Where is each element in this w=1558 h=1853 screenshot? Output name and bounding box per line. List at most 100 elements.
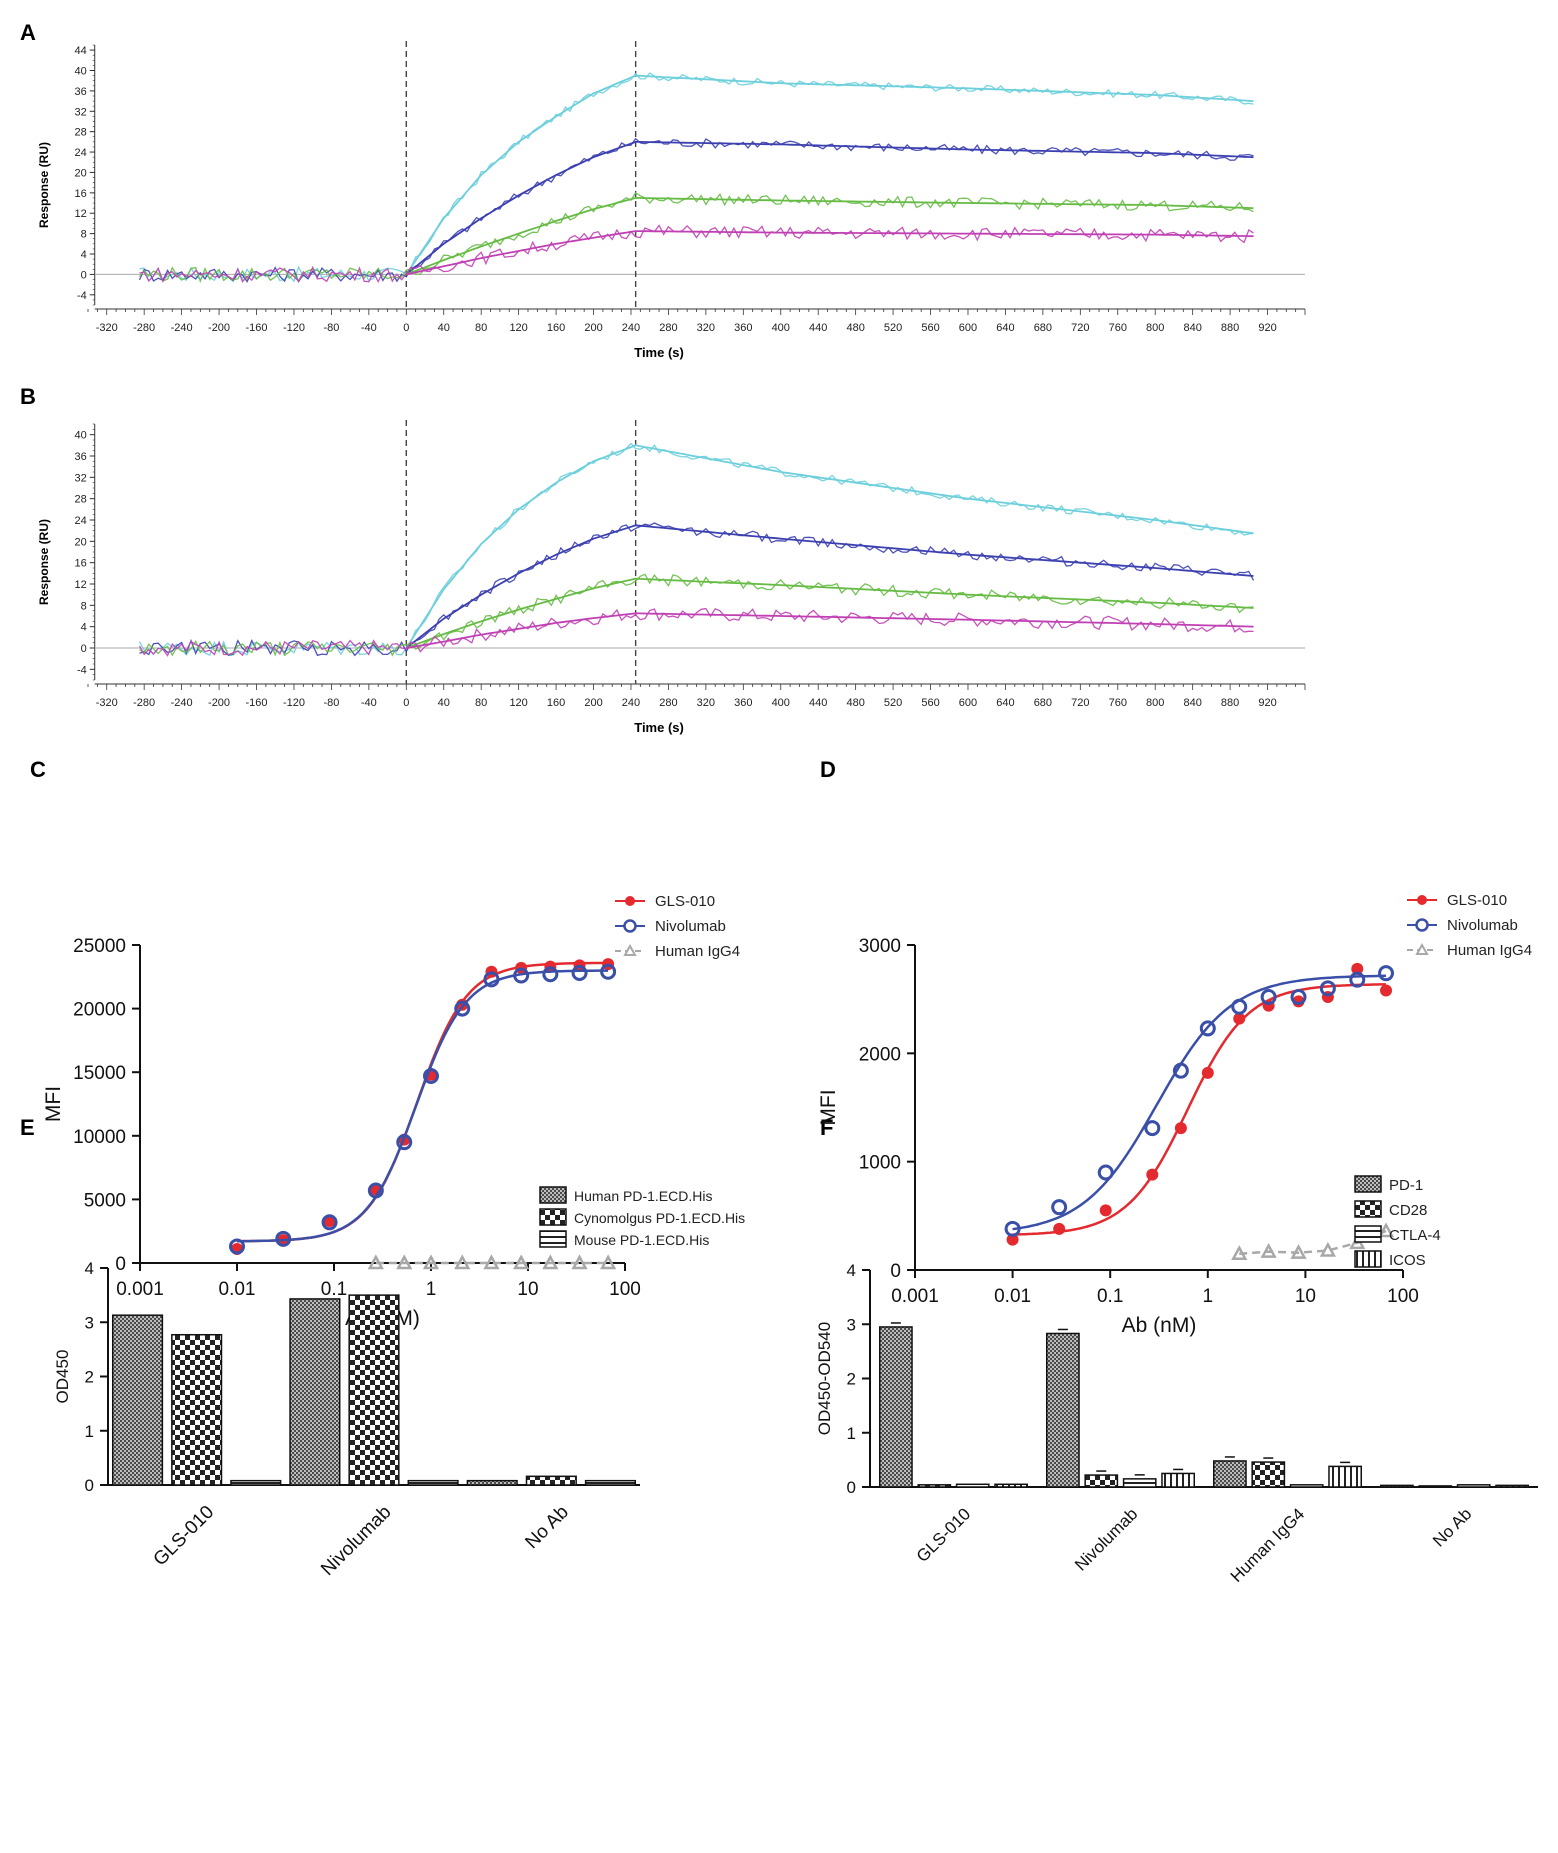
y-tick-label: 4 <box>81 622 87 634</box>
x-tick-label: 0.001 <box>116 1279 164 1300</box>
x-tick-label: 100 <box>609 1279 641 1300</box>
y-tick-label: 12 <box>74 579 86 591</box>
x-tick-label: 600 <box>959 697 977 709</box>
x-tick-label: -200 <box>208 697 230 709</box>
x-tick-label: 40 <box>438 322 450 334</box>
data-point <box>1233 1012 1246 1025</box>
bar-pd-1 <box>879 1326 913 1488</box>
legend-label: Mouse PD-1.ECD.His <box>574 1232 709 1248</box>
category-label: Nivolumab <box>1071 1504 1141 1574</box>
legend: PD-1 CD28 CTLA-4 ICOS <box>1354 1175 1441 1269</box>
y-tick-label: 32 <box>74 472 86 484</box>
x-tick-label: -320 <box>96 322 118 334</box>
data-point <box>513 967 530 984</box>
data-point <box>1231 998 1248 1015</box>
x-tick-label: -80 <box>323 697 339 709</box>
x-tick-label: 160 <box>547 697 565 709</box>
x-tick-label: 480 <box>846 322 864 334</box>
bar-pd-1 <box>1213 1460 1247 1488</box>
bar-human-pd-1-ecd-his <box>466 1479 518 1486</box>
y-tick-label: 4 <box>847 1261 856 1280</box>
sensorgram-data-cyan <box>138 442 1254 657</box>
data-point <box>1172 1062 1189 1079</box>
x-tick-label: 1 <box>426 1279 437 1300</box>
x-tick-label: 920 <box>1258 697 1276 709</box>
bar-mouse-pd-1-ecd-his <box>584 1479 637 1486</box>
bar-pd-1 <box>1046 1332 1080 1488</box>
series-nivolumab <box>229 963 617 1255</box>
x-tick-label: -200 <box>208 322 230 334</box>
y-tick-label: 3 <box>85 1313 94 1332</box>
y-tick-label: 12 <box>74 208 86 220</box>
y-tick-label: 1 <box>85 1422 94 1441</box>
category-label: GLS-010 <box>150 1502 219 1571</box>
data-point <box>600 963 617 980</box>
y-axis-title: OD450 <box>53 1350 72 1404</box>
y-tick-label: 2000 <box>859 1044 901 1065</box>
bar-ctla-4 <box>1122 1478 1157 1488</box>
x-tick-label: 1 <box>1203 1286 1214 1307</box>
x-tick-label: -240 <box>171 322 193 334</box>
x-tick-label: 0.01 <box>219 1279 256 1300</box>
x-tick-label: 600 <box>959 322 977 334</box>
y-tick-label: 32 <box>74 106 86 118</box>
bar-icos <box>1495 1484 1529 1488</box>
x-tick-label: 0.1 <box>321 1279 347 1300</box>
x-tick-label: 80 <box>475 322 487 334</box>
x-tick-label: 720 <box>1071 697 1089 709</box>
x-tick-label: 440 <box>809 697 827 709</box>
bar-mouse-pd-1-ecd-his <box>230 1479 282 1486</box>
y-tick-label: 16 <box>74 188 86 200</box>
x-tick-label: 680 <box>1034 322 1052 334</box>
legend: GLS-010 Nivolumab Human IgG4 <box>615 893 740 960</box>
data-point <box>423 1068 439 1085</box>
bar-icos <box>1161 1472 1195 1488</box>
x-tick-label: 0 <box>403 697 409 709</box>
data-point <box>1319 980 1336 997</box>
x-tick-label: 800 <box>1146 322 1164 334</box>
x-tick-label: 400 <box>772 322 790 334</box>
x-tick-label: -40 <box>361 697 377 709</box>
sensorgram-fit-green <box>405 577 1254 649</box>
legend-swatch <box>1354 1175 1382 1193</box>
x-tick-label: 40 <box>438 697 450 709</box>
bar-chart-e: 0 1 2 3 4 OD450 GLS-010 Nivolumab No Ab Human PD-… <box>53 1186 745 1580</box>
y-tick-label: 40 <box>74 430 86 442</box>
category-label: No Ab <box>1429 1504 1475 1550</box>
bar-icos <box>994 1483 1028 1488</box>
x-tick-label: 200 <box>584 322 602 334</box>
data-point <box>396 1254 413 1270</box>
y-axis-title: MFI <box>817 1089 840 1125</box>
bar-human-pd-1-ecd-his <box>111 1314 164 1486</box>
x-tick-label: 880 <box>1221 697 1239 709</box>
y-tick-label: 0 <box>81 643 87 655</box>
x-tick-label: 10 <box>1295 1286 1316 1307</box>
legend-label: Human IgG4 <box>1447 942 1532 959</box>
data-point <box>1004 1220 1021 1237</box>
y-tick-label: 3 <box>847 1315 856 1334</box>
legend-marker <box>1417 895 1427 905</box>
x-tick-label: 920 <box>1258 322 1276 334</box>
x-tick-label: 560 <box>921 697 939 709</box>
y-tick-label: 0 <box>847 1478 856 1497</box>
data-point <box>1174 1122 1187 1135</box>
bar-cd28 <box>917 1484 952 1488</box>
data-point <box>1319 1241 1336 1257</box>
fit-curve <box>1012 983 1386 1236</box>
bar-cynomolgus-pd-1-ecd-his <box>171 1333 223 1486</box>
panel-label-c: C <box>30 757 46 782</box>
category-label: Nivolumab <box>317 1502 395 1580</box>
data-point <box>1378 965 1395 982</box>
data-point <box>396 1134 413 1151</box>
y-tick-label: 24 <box>74 515 86 527</box>
x-tick-label: 10 <box>517 1279 538 1300</box>
legend-label: CD28 <box>1389 1202 1427 1219</box>
x-tick-label: 320 <box>697 697 715 709</box>
bar-cd28 <box>1418 1485 1453 1488</box>
data-point <box>1199 1020 1216 1037</box>
x-tick-label: 120 <box>509 697 527 709</box>
bar-cynomolgus-pd-1-ecd-his <box>348 1294 400 1486</box>
data-point <box>513 1254 530 1270</box>
